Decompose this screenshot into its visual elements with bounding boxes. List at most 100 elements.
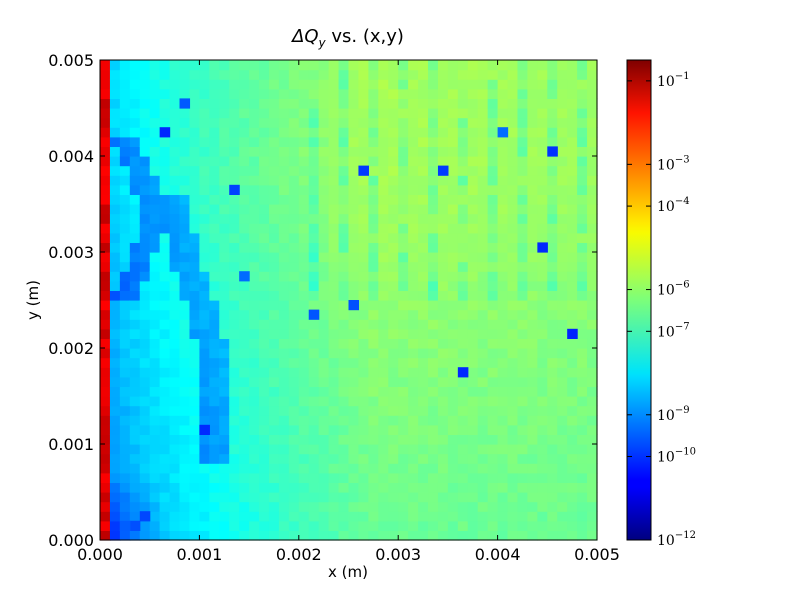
heatmap-cell bbox=[477, 348, 489, 359]
heatmap-cell bbox=[259, 453, 270, 464]
heatmap-cell bbox=[358, 88, 369, 99]
heatmap-cell bbox=[149, 204, 161, 215]
heatmap-cell bbox=[199, 520, 210, 531]
heatmap-cell bbox=[368, 444, 379, 455]
heatmap-cell bbox=[487, 434, 499, 445]
heatmap-cell bbox=[388, 117, 399, 128]
heatmap-cell bbox=[109, 252, 121, 263]
heatmap-cell bbox=[358, 415, 369, 426]
heatmap-cell bbox=[378, 252, 389, 263]
heatmap-cell bbox=[547, 501, 558, 512]
heatmap-cell bbox=[219, 405, 230, 416]
heatmap-cell bbox=[378, 386, 389, 397]
heatmap-cell bbox=[517, 319, 529, 330]
heatmap-cell bbox=[527, 79, 538, 90]
heatmap-cell bbox=[408, 252, 419, 263]
heatmap-cell bbox=[149, 415, 161, 426]
heatmap-cell bbox=[447, 348, 459, 359]
heatmap-cell bbox=[467, 376, 479, 387]
heatmap-cell bbox=[368, 223, 379, 234]
heatmap-cell bbox=[467, 194, 479, 205]
heatmap-cell bbox=[129, 444, 141, 455]
heatmap-cell bbox=[199, 415, 210, 426]
heatmap-cell bbox=[467, 175, 479, 186]
heatmap-cell bbox=[259, 175, 270, 186]
heatmap-cell bbox=[457, 300, 469, 311]
heatmap-cell bbox=[278, 165, 290, 176]
heatmap-cell bbox=[278, 444, 290, 455]
heatmap-cell bbox=[318, 415, 330, 426]
heatmap-cell bbox=[318, 127, 330, 138]
heatmap-cell bbox=[517, 223, 529, 234]
heatmap-cell bbox=[109, 367, 121, 378]
heatmap-cell bbox=[477, 530, 489, 541]
colorbar-tick-base: 10 bbox=[657, 157, 675, 173]
heatmap-cell bbox=[537, 165, 548, 176]
heatmap-cell bbox=[159, 348, 171, 359]
heatmap-cell bbox=[338, 386, 350, 397]
heatmap-cell bbox=[328, 472, 340, 483]
heatmap-cell bbox=[418, 444, 429, 455]
heatmap-cell bbox=[388, 472, 399, 483]
heatmap-cell bbox=[129, 415, 141, 426]
heatmap-cell bbox=[517, 434, 529, 445]
heatmap-cell bbox=[249, 396, 260, 407]
heatmap-cell bbox=[229, 60, 240, 71]
heatmap-cell bbox=[119, 184, 131, 195]
heatmap-cell bbox=[557, 328, 568, 339]
heatmap-cell bbox=[229, 396, 240, 407]
heatmap-cell bbox=[159, 261, 171, 272]
heatmap-cell bbox=[149, 453, 161, 464]
heatmap-cell bbox=[388, 434, 399, 445]
heatmap-cell bbox=[219, 252, 230, 263]
heatmap-cell bbox=[467, 309, 479, 320]
heatmap-cell bbox=[428, 367, 439, 378]
heatmap-cell bbox=[507, 271, 519, 282]
heatmap-cell bbox=[587, 156, 598, 167]
heatmap-cell bbox=[487, 463, 499, 474]
heatmap-cell bbox=[249, 501, 260, 512]
heatmap-cell bbox=[557, 165, 568, 176]
heatmap-cell bbox=[457, 328, 469, 339]
heatmap-cell bbox=[119, 492, 131, 503]
heatmap-cell bbox=[388, 367, 399, 378]
heatmap-cell bbox=[189, 501, 200, 512]
heatmap-cell bbox=[109, 261, 121, 272]
heatmap-cell bbox=[537, 232, 548, 243]
heatmap-cell bbox=[457, 232, 469, 243]
heatmap-cell bbox=[288, 165, 300, 176]
heatmap-cell bbox=[487, 482, 499, 493]
heatmap-cell bbox=[388, 300, 399, 311]
heatmap-cell bbox=[288, 415, 300, 426]
heatmap-cell bbox=[507, 482, 519, 493]
heatmap-cell bbox=[298, 492, 310, 503]
colorbar-tick-power: −3 bbox=[675, 154, 690, 165]
heatmap-cell bbox=[159, 424, 171, 435]
heatmap-cell bbox=[268, 175, 280, 186]
heatmap-cell bbox=[527, 60, 538, 71]
heatmap-cell bbox=[239, 348, 250, 359]
heatmap-cell bbox=[288, 261, 300, 272]
heatmap-cell bbox=[547, 117, 558, 128]
heatmap-cell bbox=[239, 309, 250, 320]
heatmap-cell bbox=[428, 98, 439, 109]
heatmap-cell bbox=[119, 376, 131, 387]
heatmap-cell bbox=[338, 511, 350, 522]
heatmap-cell bbox=[189, 261, 200, 272]
heatmap-cell bbox=[477, 232, 489, 243]
heatmap-cell bbox=[437, 252, 449, 263]
heatmap-cell bbox=[467, 271, 479, 282]
heatmap-cell bbox=[447, 357, 459, 368]
heatmap-cell bbox=[457, 165, 469, 176]
heatmap-cell bbox=[517, 213, 529, 224]
heatmap-cell bbox=[209, 472, 220, 483]
heatmap-cell bbox=[428, 165, 439, 176]
heatmap-cell bbox=[388, 204, 399, 215]
heatmap-cell bbox=[318, 482, 330, 493]
heatmap-cell bbox=[139, 300, 151, 311]
heatmap-cell bbox=[487, 242, 499, 253]
heatmap-cell bbox=[189, 156, 200, 167]
heatmap-cell bbox=[239, 415, 250, 426]
heatmap-cell bbox=[100, 79, 111, 90]
heatmap-cell bbox=[129, 511, 141, 522]
